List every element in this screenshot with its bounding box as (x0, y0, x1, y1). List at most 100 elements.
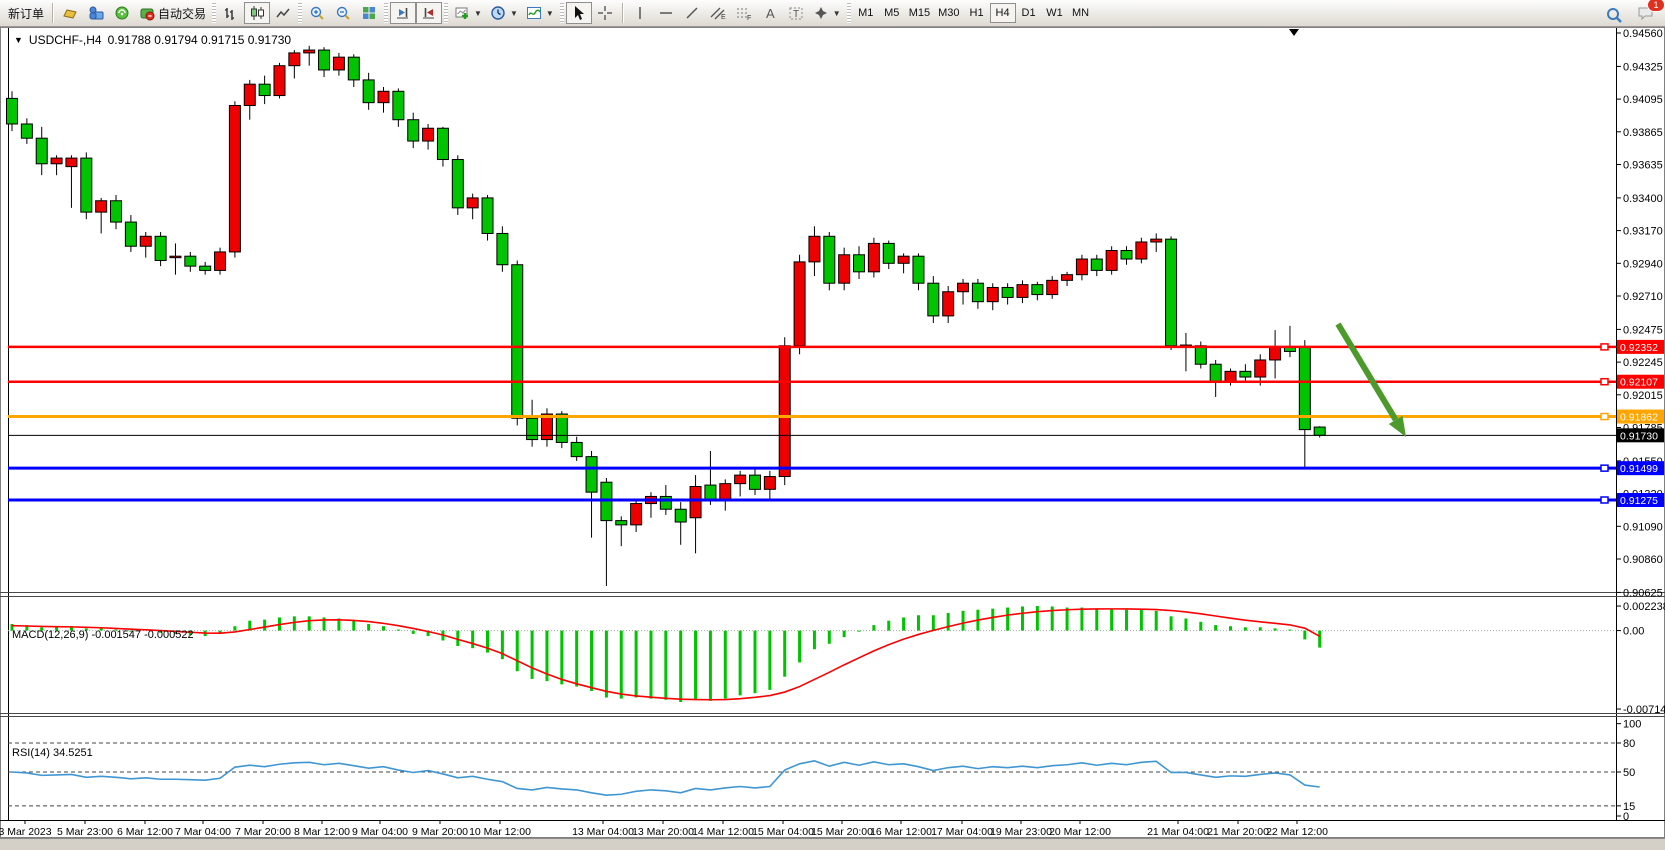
candle-down (927, 282, 940, 317)
svg-text:0.93865: 0.93865 (1623, 127, 1663, 139)
candle-up (986, 286, 999, 303)
search-button[interactable] (1601, 4, 1627, 26)
bar-chart-button[interactable] (218, 2, 244, 24)
svg-text:0.92475: 0.92475 (1623, 324, 1663, 336)
text-label-button[interactable]: T (783, 2, 809, 24)
time-axis-label: 8 Mar 12:00 (294, 826, 350, 838)
equidistant-channel-button[interactable]: E (705, 2, 731, 24)
candle-down (20, 123, 33, 139)
timeframe-m15-button[interactable]: M15 (905, 3, 934, 23)
macd-indicator-label: MACD(12,26,9) -0.001547 -0.000522 (12, 629, 194, 641)
candle-up (808, 235, 821, 263)
candle-down (318, 49, 331, 71)
timeframe-d1-button[interactable]: D1 (1016, 3, 1042, 23)
horizontal-line-button[interactable] (653, 2, 679, 24)
indicators-button[interactable]: ▼ (522, 2, 558, 24)
svg-text:0.002238: 0.002238 (1623, 601, 1665, 613)
zoom-in-button[interactable] (304, 2, 330, 24)
macd-signal-line (11, 608, 1321, 701)
candle-up (867, 242, 880, 273)
time-axis-label: 9 Mar 20:00 (412, 826, 468, 838)
time-axis-label: 9 Mar 04:00 (352, 826, 408, 838)
toolbar-grip (846, 3, 851, 23)
svg-text:0.92245: 0.92245 (1623, 357, 1663, 369)
svg-text:100: 100 (1623, 719, 1641, 731)
symbol-dropdown-icon[interactable]: ▼ (14, 35, 23, 45)
time-axis-label: 21 Mar 04:00 (1147, 826, 1209, 838)
candle-down (1194, 345, 1207, 365)
timeframe-h4-button[interactable]: H4 (989, 3, 1016, 23)
timeframe-mn-button[interactable]: MN (1068, 3, 1094, 23)
cursor-button[interactable] (565, 2, 592, 24)
line-chart-button[interactable] (270, 2, 296, 24)
candle-up (332, 56, 345, 71)
candle-up (793, 261, 806, 347)
zoom-out-icon (336, 6, 350, 20)
timeframe-m5-button[interactable]: M5 (879, 3, 905, 23)
rsi-value: 34.5251 (52, 747, 93, 759)
toolbar-separator (52, 3, 54, 23)
rsi-line (11, 760, 1320, 797)
svg-text:0.91090: 0.91090 (1623, 521, 1663, 533)
line-handle[interactable] (1600, 343, 1609, 351)
line-handle[interactable] (1600, 464, 1609, 472)
candle-up (377, 90, 390, 104)
search-icon (1607, 7, 1622, 23)
timeframe-h1-button[interactable]: H1 (964, 3, 990, 23)
time-axis-label: 7 Mar 20:00 (235, 826, 291, 838)
rsi-panel: 100 80 50 150 (8, 719, 1641, 823)
support-resistance-lines[interactable]: 0.92352 0.92107 0.91862 0.91730 0.91499 0.912… (8, 339, 1664, 507)
tile-windows-button[interactable] (356, 2, 382, 24)
timeframe-w1-button[interactable]: W1 (1042, 3, 1068, 23)
chart-shift-button[interactable] (416, 2, 443, 24)
price-badge-label: 0.92107 (1620, 377, 1658, 389)
community-button[interactable] (83, 2, 109, 24)
autotrading-button[interactable]: 自动交易 (135, 2, 210, 24)
periods-clock-button[interactable]: ▼ (486, 2, 522, 24)
signals-button[interactable] (109, 2, 135, 24)
arrows-button[interactable]: ▼ (809, 2, 845, 24)
trendline-button[interactable] (679, 2, 705, 24)
zoom-out-button[interactable] (330, 2, 356, 24)
toolbar-grip (444, 3, 449, 23)
candle-up (50, 157, 63, 165)
candle-down (1090, 258, 1103, 271)
new-chart-button[interactable]: ▼ (450, 2, 486, 24)
time-axis-label: 15 Mar 04:00 (752, 826, 814, 838)
candle-up (422, 127, 435, 142)
crosshair-button[interactable] (592, 2, 618, 24)
line-handle[interactable] (1600, 496, 1609, 504)
rsi-name: RSI(14) (12, 747, 50, 759)
candle-up (763, 476, 776, 490)
candle-down (124, 221, 137, 247)
timeframe-m30-button[interactable]: M30 (934, 3, 963, 23)
candle-up (466, 197, 479, 209)
market-button[interactable] (57, 2, 83, 24)
line-handle[interactable] (1600, 377, 1609, 386)
candle-up (169, 255, 182, 259)
candle-down (853, 254, 866, 273)
candle-up (734, 474, 747, 485)
text-button[interactable]: A (757, 2, 783, 24)
chart-title[interactable]: ▼ USDCHF-,H4 0.91788 0.91794 0.91715 0.9… (14, 33, 291, 47)
candle-up (1105, 250, 1118, 271)
new-order-button[interactable]: 新订单 (4, 2, 48, 24)
bar-chart-icon (225, 8, 235, 20)
svg-text:0.94325: 0.94325 (1623, 61, 1663, 73)
line-handle[interactable] (1600, 412, 1609, 421)
fibonacci-button[interactable]: F (731, 2, 757, 24)
toolbar-grip (212, 3, 217, 23)
auto-scroll-button[interactable] (390, 2, 417, 24)
candle-up (630, 503, 643, 526)
svg-text:0.93400: 0.93400 (1623, 193, 1663, 205)
timeframe-m1-button[interactable]: M1 (853, 3, 879, 23)
svg-text:0.90625: 0.90625 (1623, 587, 1663, 599)
candle-down (184, 255, 197, 267)
candle-up (1061, 274, 1074, 281)
chart-shift-marker[interactable] (1289, 29, 1299, 36)
trend-arrow-annotation[interactable] (1335, 322, 1406, 437)
candle-up (139, 235, 152, 247)
candle-down (1313, 426, 1326, 436)
candlestick-chart-button[interactable] (244, 2, 271, 24)
vertical-line-button[interactable] (627, 2, 653, 24)
